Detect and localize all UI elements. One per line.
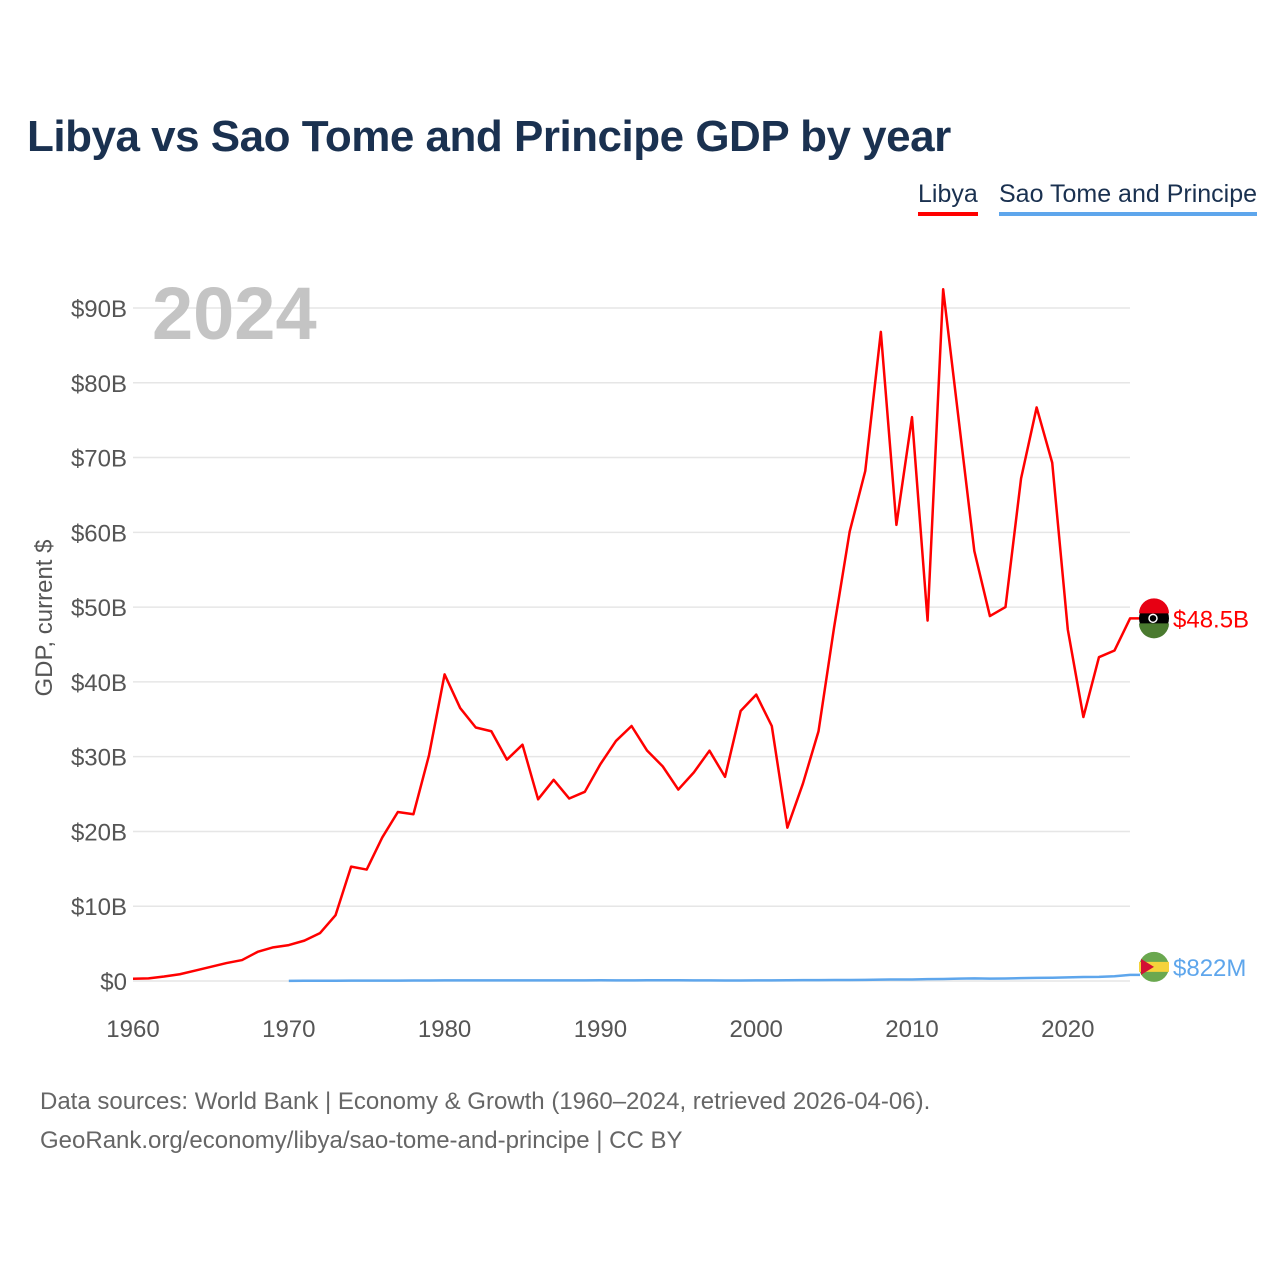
libya-flag-green <box>1139 623 1169 639</box>
libya-flag-red <box>1139 598 1169 614</box>
y-axis-label: GDP, current $ <box>31 540 58 697</box>
libya-crescent <box>1148 613 1158 624</box>
footer-sources: Data sources: World Bank | Economy & Gro… <box>40 1088 931 1115</box>
y-tick-label: $70B <box>71 446 127 473</box>
y-tick-label: $60B <box>71 520 127 547</box>
legend-libya[interactable]: Libya <box>918 180 978 216</box>
x-tick-label: 2010 <box>885 1016 938 1043</box>
sao-tome-flag-red <box>1141 958 1154 975</box>
y-tick-label: $0 <box>100 969 127 996</box>
y-tick-label: $90B <box>71 296 127 323</box>
x-tick-label: 1960 <box>106 1016 159 1043</box>
x-tick-label: 2020 <box>1041 1016 1094 1043</box>
y-tick-label: $80B <box>71 371 127 398</box>
legend-sao-tome[interactable]: Sao Tome and Principe <box>999 180 1258 216</box>
footer: Data sources: World Bank | Economy & Gro… <box>40 1082 930 1160</box>
y-tick-label: $10B <box>71 894 127 921</box>
series-line-1 <box>288 973 1140 983</box>
x-tick-label: 2000 <box>730 1016 783 1043</box>
footer-link[interactable]: GeoRank.org/economy/libya/sao-tome-and-p… <box>40 1127 683 1154</box>
x-tick-label: 1970 <box>262 1016 315 1043</box>
x-tick-label: 1990 <box>574 1016 627 1043</box>
y-tick-label: $20B <box>71 819 127 846</box>
series-line-0 <box>132 288 1140 981</box>
y-tick-label: $40B <box>71 670 127 697</box>
y-tick-label: $30B <box>71 745 127 772</box>
x-tick-label: 1980 <box>418 1016 471 1043</box>
y-tick-label: $50B <box>71 595 127 622</box>
end-value-label: $48.5B <box>1173 606 1249 633</box>
end-value-label: $822M <box>1173 955 1246 982</box>
year-label: 2024 <box>152 272 317 355</box>
chart-title: Libya vs Sao Tome and Principe GDP by ye… <box>27 112 951 161</box>
